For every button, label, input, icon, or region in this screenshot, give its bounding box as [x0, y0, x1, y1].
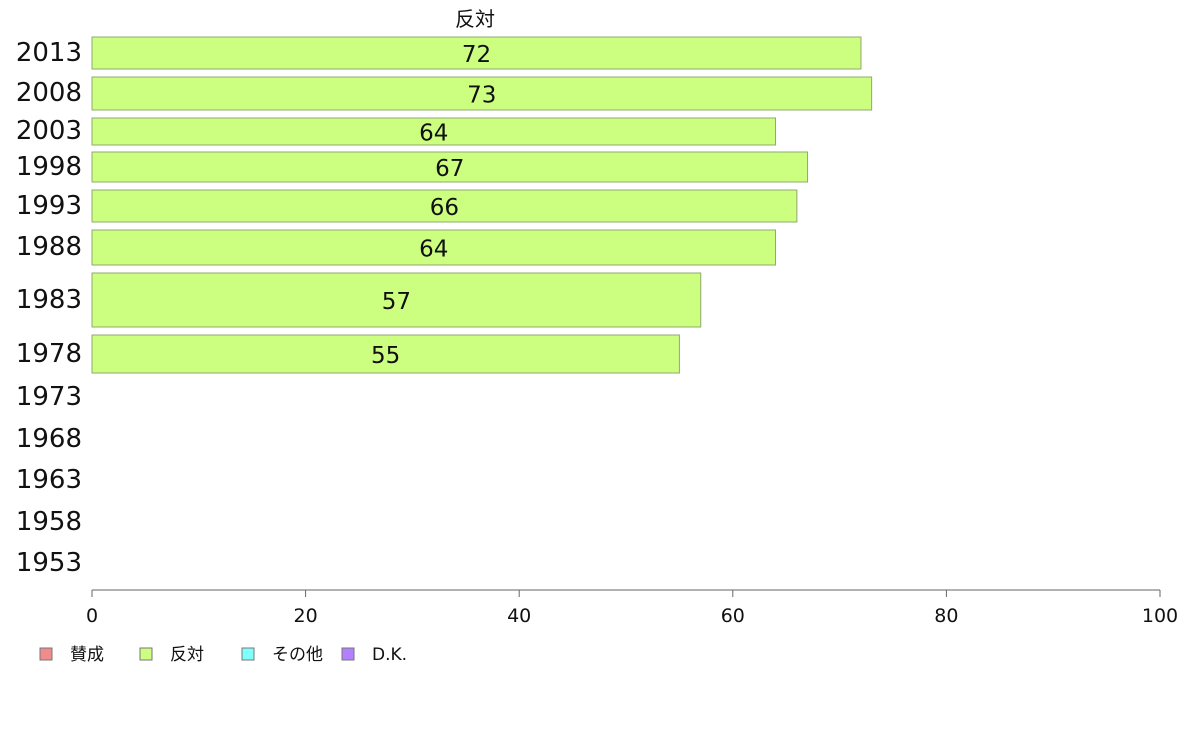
- category-label-1993: 1993: [16, 191, 82, 221]
- x-tick-label-0: 0: [86, 605, 98, 627]
- bar-1978: [91, 334, 680, 374]
- category-label-1963: 1963: [16, 465, 82, 495]
- bar-label-1998: 67: [435, 156, 464, 182]
- category-label-1973: 1973: [16, 382, 82, 412]
- legend-label-0: 賛成: [70, 645, 104, 665]
- category-label-1983: 1983: [16, 285, 82, 315]
- bar-label-1978: 55: [371, 343, 400, 369]
- category-label-1968: 1968: [16, 424, 82, 454]
- bar-label-1988: 64: [419, 237, 448, 263]
- legend-swatch-1: [139, 647, 153, 661]
- bar-label-2013: 72: [462, 42, 491, 68]
- category-label-1978: 1978: [16, 339, 82, 369]
- bar-1998: [91, 151, 809, 183]
- legend: 賛成 反対 その他 D.K.: [39, 645, 407, 665]
- category-label-1988: 1988: [16, 232, 82, 262]
- x-tick-label-100: 100: [1142, 605, 1178, 627]
- bar-label-2008: 73: [467, 83, 496, 109]
- bars-group: 72 73 64 67 66 64 57 55: [91, 36, 873, 374]
- x-axis: 0 20 40 60 80 100: [86, 589, 1178, 627]
- bar-1983: [91, 272, 702, 328]
- x-tick-label-80: 80: [934, 605, 958, 627]
- bar-label-2003: 64: [419, 121, 448, 147]
- category-label-1998: 1998: [16, 152, 82, 182]
- bar-label-1993: 66: [430, 195, 459, 221]
- legend-label-1: 反対: [170, 645, 204, 665]
- series-title: 反対: [455, 7, 495, 31]
- category-label-1958: 1958: [16, 507, 82, 537]
- bar-2008: [91, 76, 873, 111]
- legend-swatch-3: [341, 647, 355, 661]
- legend-label-3: D.K.: [372, 645, 407, 665]
- category-label-2003: 2003: [16, 116, 82, 146]
- legend-label-2: その他: [272, 645, 323, 665]
- bar-2013: [91, 36, 862, 70]
- bar-1993: [91, 189, 798, 223]
- bar-1988: [91, 229, 777, 266]
- category-labels: 2013 2008 2003 1998 1993 1988 1983 1978 1973 1968…: [16, 38, 82, 578]
- category-label-2008: 2008: [16, 78, 82, 108]
- bar-label-1983: 57: [382, 289, 411, 315]
- legend-swatch-0: [39, 647, 53, 661]
- category-label-1953: 1953: [16, 548, 82, 578]
- x-tick-label-60: 60: [721, 605, 745, 627]
- x-tick-label-20: 20: [294, 605, 318, 627]
- legend-swatch-2: [241, 647, 255, 661]
- x-tick-label-40: 40: [507, 605, 531, 627]
- bar-2003: [91, 117, 777, 146]
- category-label-2013: 2013: [16, 38, 82, 68]
